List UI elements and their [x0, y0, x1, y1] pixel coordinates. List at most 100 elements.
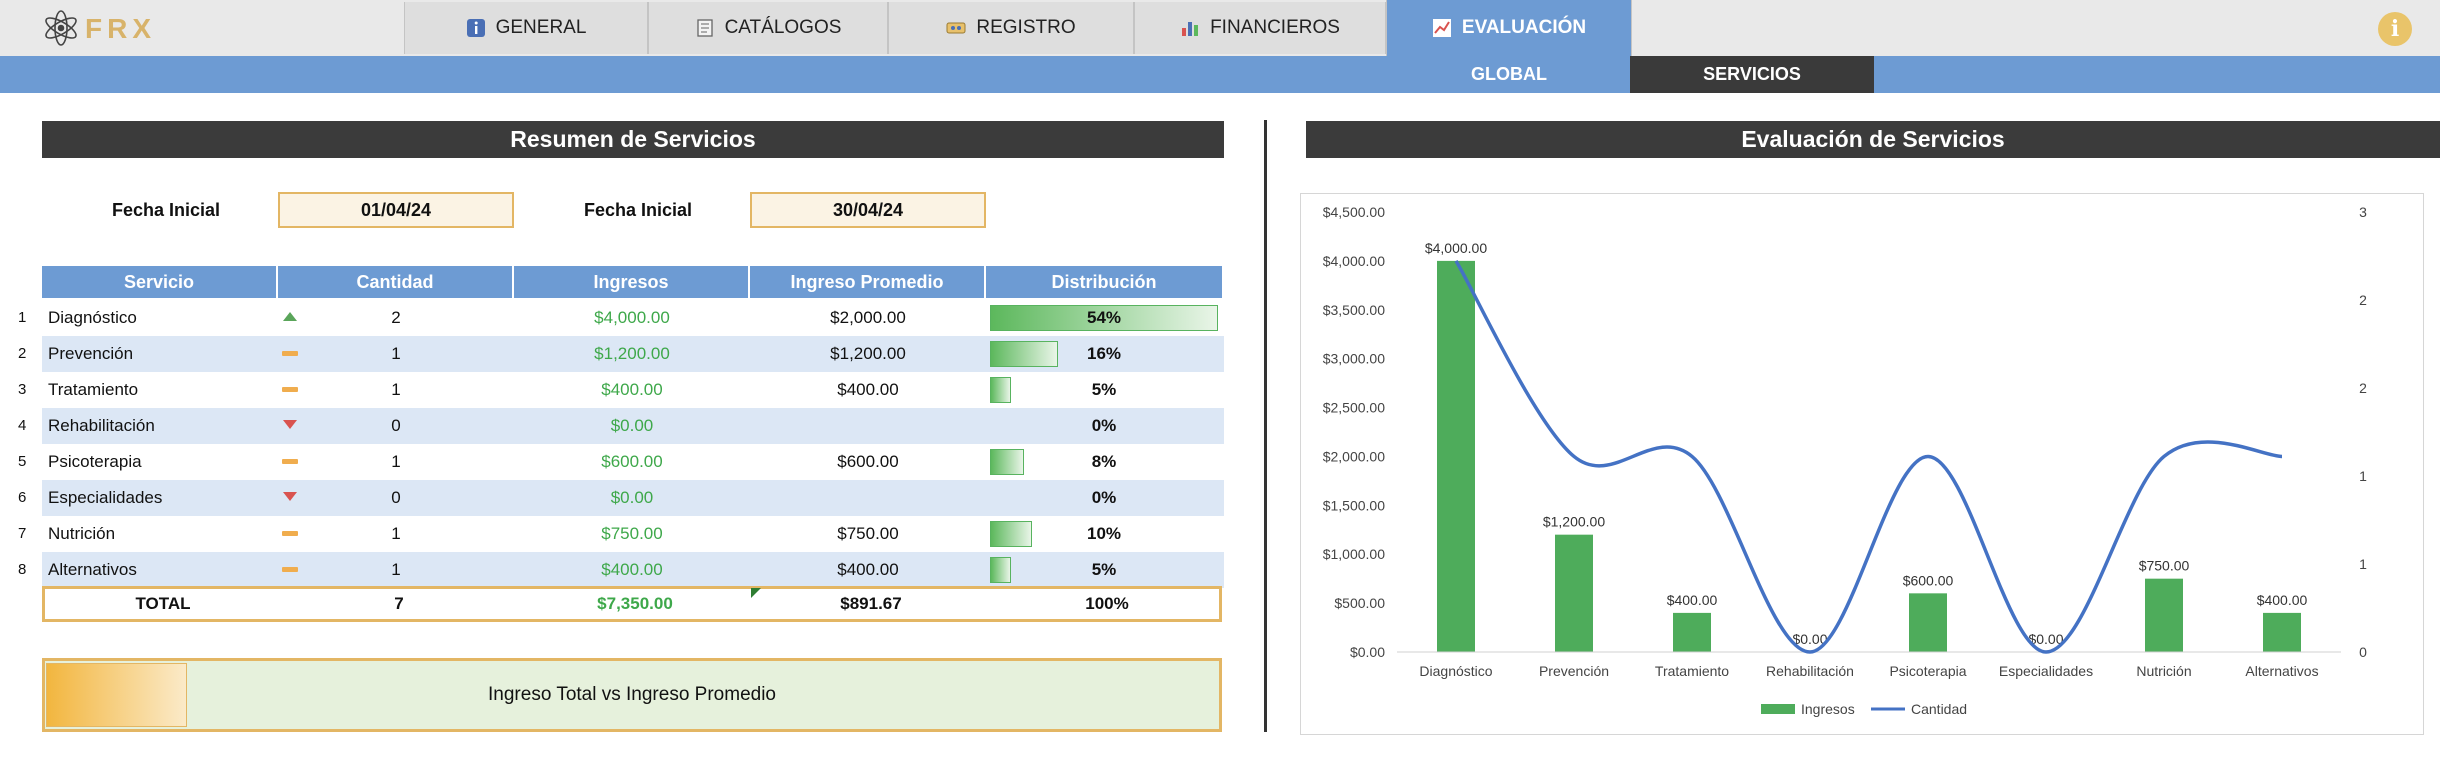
- subtab-servicios[interactable]: SERVICIOS: [1630, 56, 1874, 93]
- ingreso-comparison-bar: [46, 663, 187, 727]
- data-label: $400.00: [1667, 592, 1718, 608]
- distribution-bar: [990, 377, 1011, 403]
- line-chart-icon: [1432, 18, 1452, 38]
- quantity-cell: 1: [391, 560, 401, 579]
- income-cell: $400.00: [601, 380, 663, 399]
- col-header-servicio: Servicio: [42, 266, 278, 298]
- subtab-global[interactable]: GLOBAL: [1471, 64, 1547, 84]
- summary-title: Resumen de Servicios: [42, 121, 1224, 158]
- total-distribucion: 100%: [1085, 594, 1129, 613]
- distribution-percent: 5%: [1091, 560, 1117, 579]
- quantity-cell: 2: [391, 308, 401, 327]
- y-tick-label: $3,000.00: [1323, 351, 1385, 367]
- total-ingresos: $7,350.00: [597, 594, 673, 613]
- legend-ingresos-label: Ingresos: [1801, 701, 1855, 717]
- data-label: $400.00: [2257, 592, 2308, 608]
- service-name: Psicoterapia: [48, 452, 142, 471]
- row-number: 3: [18, 381, 27, 398]
- data-label: $750.00: [2139, 558, 2190, 574]
- distribution-percent: 0%: [1091, 416, 1117, 435]
- col-header-ingreso-promedio: Ingreso Promedio: [750, 266, 986, 298]
- average-income-cell: $400.00: [837, 380, 899, 399]
- table-row: [42, 480, 1224, 516]
- info-icon[interactable]: i: [2378, 12, 2412, 46]
- trend-down-icon: [283, 492, 297, 501]
- average-income-cell: $2,000.00: [830, 308, 906, 327]
- legend-ingresos-swatch: [1761, 704, 1795, 714]
- trend-flat-icon: [282, 351, 298, 356]
- y-tick-label: $4,000.00: [1323, 253, 1385, 269]
- income-cell: $0.00: [610, 488, 654, 507]
- average-income-cell: $1,200.00: [830, 344, 906, 363]
- distribution-percent: 54%: [1086, 308, 1122, 327]
- income-cell: $0.00: [610, 416, 654, 435]
- tab-general-label: GENERAL: [495, 17, 587, 38]
- tab-financieros[interactable]: FINANCIEROS: [1134, 2, 1386, 54]
- y-tick-label: $1,500.00: [1323, 497, 1385, 513]
- ingreso-comparison-label: Ingreso Total vs Ingreso Promedio: [488, 684, 776, 705]
- tab-evaluacion[interactable]: EVALUACIÓN: [1386, 0, 1632, 56]
- y-tick-label: $3,500.00: [1323, 302, 1385, 318]
- y2-tick-label: 1: [2359, 556, 2367, 572]
- table-row: [42, 408, 1224, 444]
- category-label: Alternativos: [2245, 663, 2318, 679]
- row-number: 5: [18, 453, 27, 470]
- ingreso-comparison-box: Ingreso Total vs Ingreso Promedio: [42, 658, 1222, 732]
- sub-navigation-bar: [0, 56, 2440, 93]
- quantity-cell: 1: [391, 380, 401, 399]
- total-promedio: $891.67: [840, 594, 902, 613]
- distribution-percent: 8%: [1091, 452, 1117, 471]
- tab-general[interactable]: GENERAL: [404, 2, 648, 54]
- bar: [1673, 612, 1711, 652]
- row-number: 6: [18, 489, 27, 506]
- distribution-percent: 0%: [1091, 488, 1117, 507]
- category-label: Especialidades: [1999, 663, 2093, 679]
- tab-registro-label: REGISTRO: [976, 17, 1076, 38]
- trend-flat-icon: [282, 387, 298, 392]
- date-end-field[interactable]: 30/04/24: [750, 192, 986, 228]
- distribution-bar: [990, 521, 1032, 547]
- y-tick-label: $0.00: [1350, 644, 1385, 660]
- trend-flat-icon: [282, 459, 298, 464]
- col-header-distribucion: Distribución: [986, 266, 1222, 298]
- category-label: Rehabilitación: [1766, 663, 1854, 679]
- tab-financieros-label: FINANCIEROS: [1210, 17, 1340, 38]
- evaluation-title: Evaluación de Servicios: [1306, 121, 2440, 158]
- date-start-field[interactable]: 01/04/24: [278, 192, 514, 228]
- data-label: $0.00: [1792, 631, 1827, 647]
- quantity-cell: 1: [391, 524, 401, 543]
- row-number: 8: [18, 561, 27, 578]
- category-label: Diagnóstico: [1419, 663, 1492, 679]
- data-label: $4,000.00: [1425, 240, 1487, 256]
- col-header-cantidad: Cantidad: [278, 266, 514, 298]
- date-end-label: Fecha Inicial: [584, 200, 693, 220]
- quantity-cell: 0: [391, 488, 401, 507]
- bar-chart-icon: [1180, 18, 1200, 38]
- average-income-cell: $400.00: [837, 560, 899, 579]
- category-label: Nutrición: [2136, 663, 2191, 679]
- tab-catalogos[interactable]: CATÁLOGOS: [648, 2, 888, 54]
- service-name: Especialidades: [48, 488, 163, 507]
- average-income-cell: [750, 408, 986, 444]
- category-label: Tratamiento: [1655, 663, 1729, 679]
- y2-tick-label: 2: [2359, 292, 2367, 308]
- service-name: Tratamiento: [48, 380, 139, 399]
- frx-logo: FRX: [40, 4, 170, 52]
- ticket-icon: [946, 18, 966, 38]
- tab-registro[interactable]: REGISTRO: [888, 2, 1134, 54]
- quantity-cell: 1: [391, 452, 401, 471]
- y2-tick-label: 2: [2359, 380, 2367, 396]
- notebook-icon: [695, 18, 715, 38]
- row-number: 4: [18, 417, 27, 434]
- quantity-cell: 1: [391, 344, 401, 363]
- trend-flat-icon: [282, 531, 298, 536]
- service-name: Diagnóstico: [48, 308, 137, 327]
- y-tick-label: $4,500.00: [1323, 204, 1385, 220]
- svg-text:FRX: FRX: [85, 13, 156, 44]
- col-header-ingresos: Ingresos: [514, 266, 750, 298]
- y-tick-label: $1,000.00: [1323, 546, 1385, 562]
- y2-tick-label: 3: [2359, 204, 2367, 220]
- row-number: 2: [18, 345, 27, 362]
- bar: [1437, 260, 1475, 652]
- y-tick-label: $2,500.00: [1323, 400, 1385, 416]
